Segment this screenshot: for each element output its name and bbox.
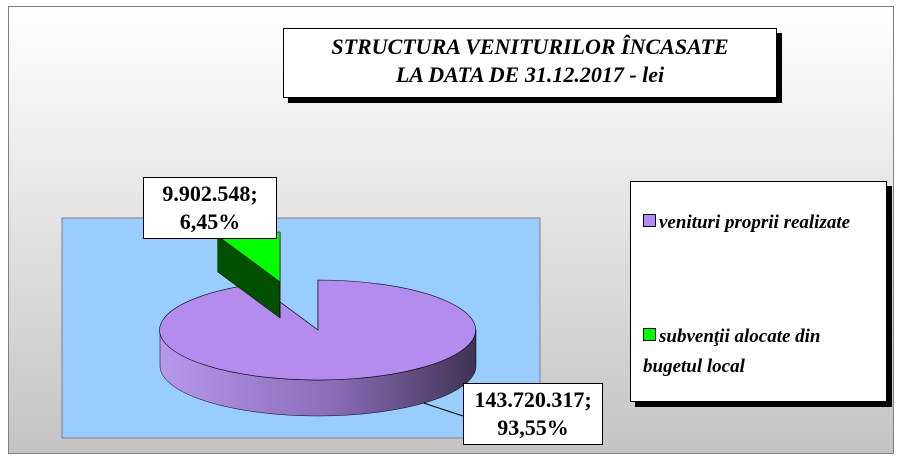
data-label: 143.720.317; 93,55% [463,383,603,445]
data-label: 9.902.548; 6,45% [143,177,277,239]
legend: venituri proprii realizate subvenţii alo… [630,181,887,402]
legend-label: venituri proprii realizate [659,212,851,233]
legend-entry: venituri proprii realizate [643,208,878,238]
value-label: 9.902.548; [162,181,258,206]
value-label: 143.720.317; [474,387,592,412]
percent-label: 93,55% [497,415,569,440]
legend-entry: subvenţii alocate din bugetul local [643,322,878,382]
legend-label: subvenţii alocate din bugetul local [643,326,821,377]
legend-swatch [643,328,656,341]
chart-title: STRUCTURA VENITURILOR ÎNCASATE LA DATA D… [283,28,777,98]
legend-swatch [643,214,656,227]
slice [159,279,476,381]
percent-label: 6,45% [179,209,241,234]
